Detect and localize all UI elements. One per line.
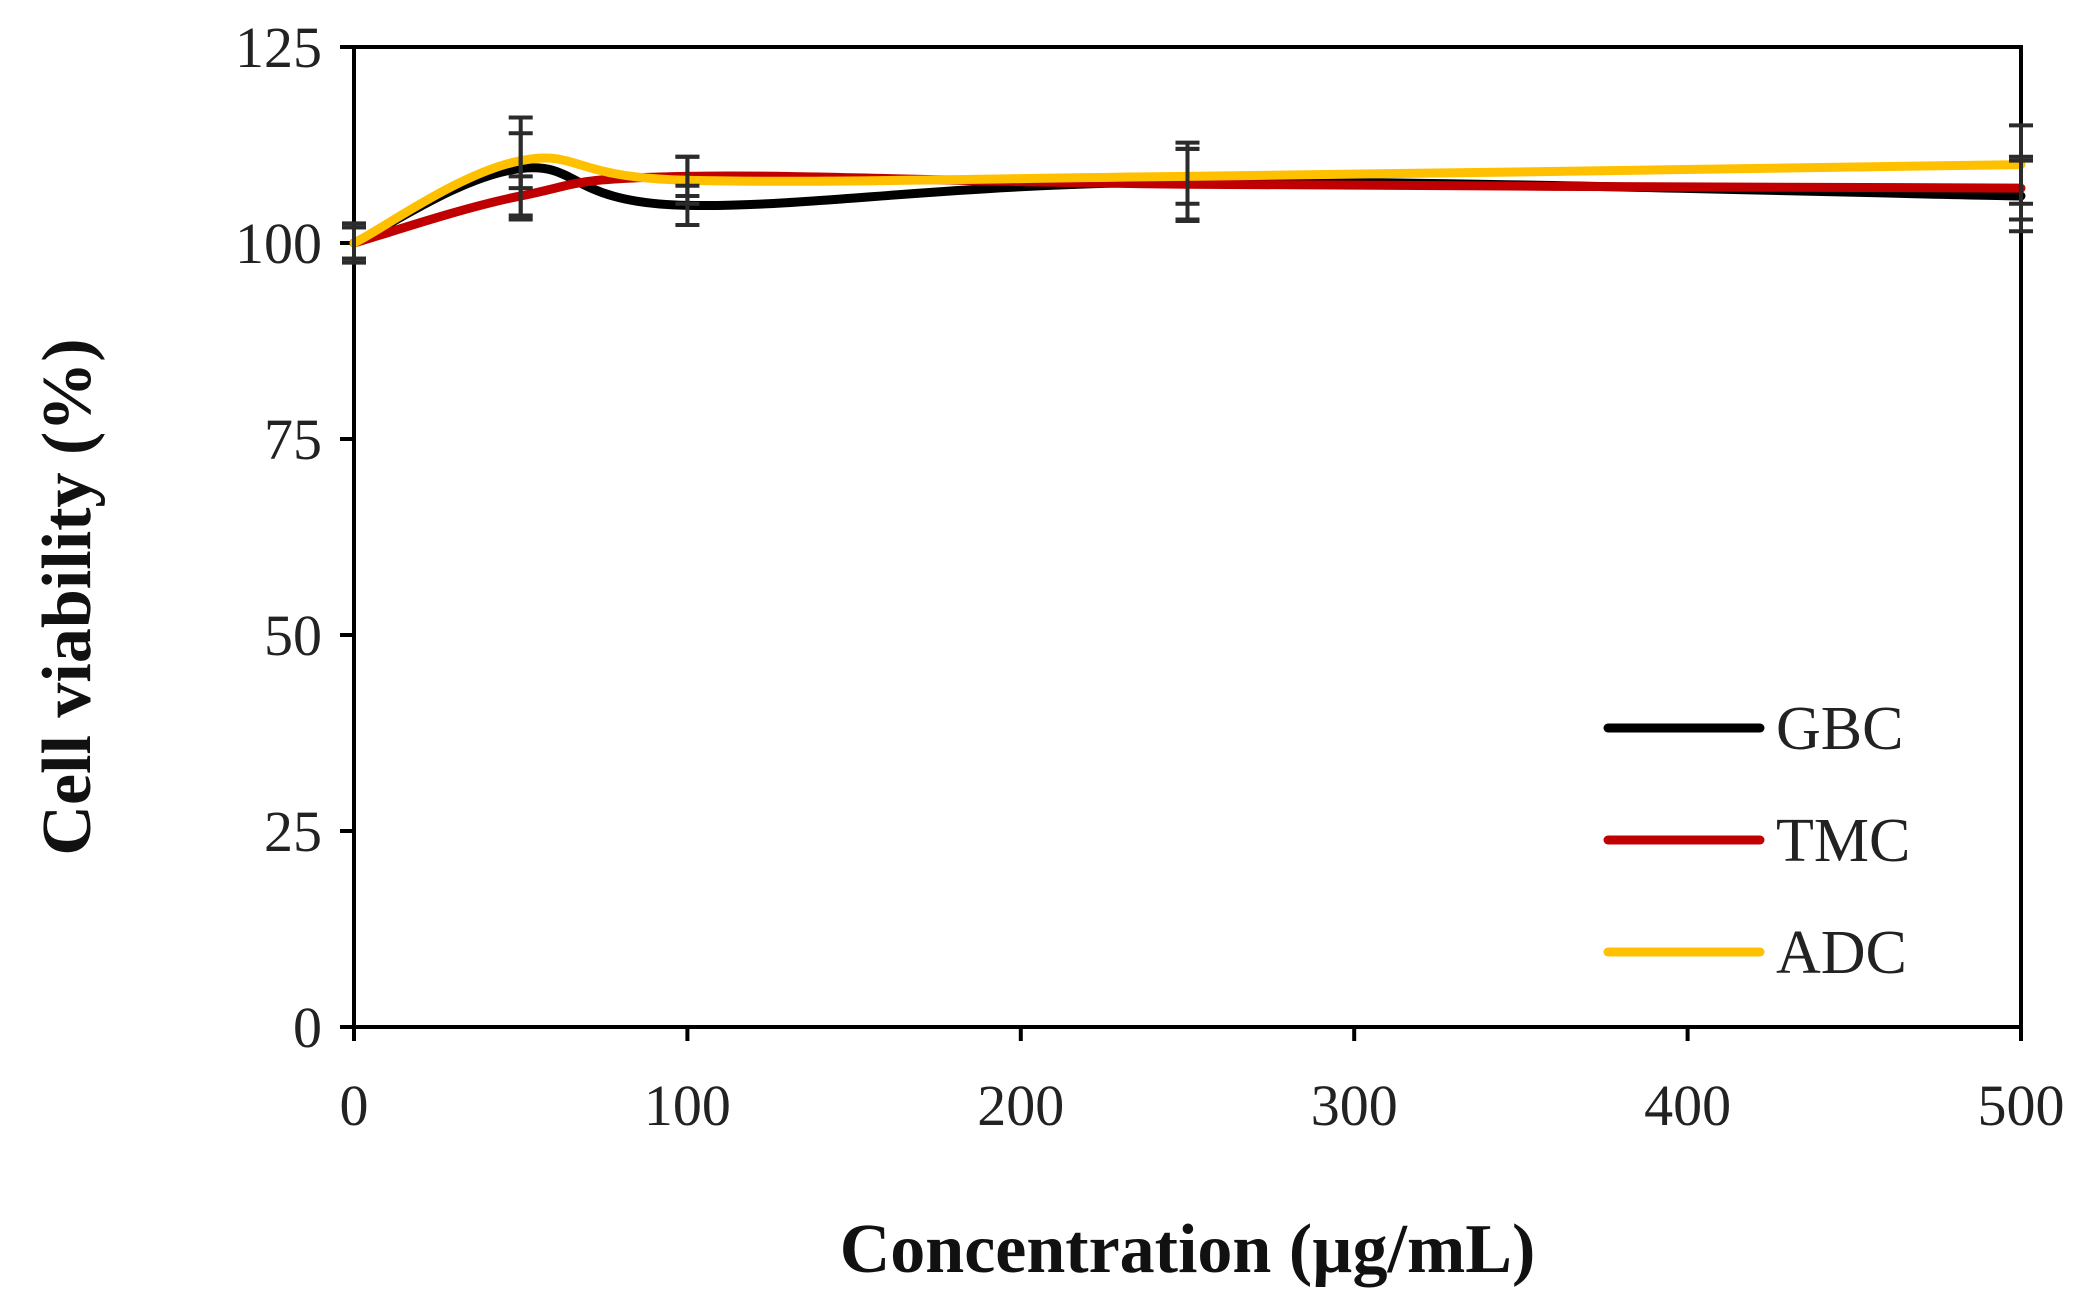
- legend: GBC TMC ADC: [1603, 695, 1910, 987]
- y-tick-label: 0: [293, 995, 322, 1060]
- error-bar-adc: [342, 225, 366, 261]
- x-axis-title: Concentration (µg/mL): [840, 1211, 1536, 1288]
- error-bar-adc: [508, 131, 533, 191]
- y-axis-title: Cell viability (%): [29, 338, 106, 855]
- x-tick-label: 300: [1311, 1073, 1398, 1138]
- error-bars: [342, 115, 2033, 265]
- legend-label-gbc: GBC: [1776, 695, 1903, 763]
- legend-label-tmc: TMC: [1776, 807, 1910, 875]
- legend-item-tmc: TMC: [1603, 807, 1910, 875]
- y-tick-label: 100: [235, 211, 322, 276]
- x-tick-label: 500: [1978, 1073, 2065, 1138]
- error-bar-adc: [675, 154, 700, 206]
- y-tick-label: 25: [264, 799, 322, 864]
- legend-item-adc: ADC: [1603, 919, 1907, 987]
- x-tick-label: 100: [644, 1073, 731, 1138]
- y-tick-label: 75: [264, 407, 322, 472]
- y-tick-label: 50: [264, 603, 322, 668]
- plot-area-frame: [352, 45, 2023, 1029]
- series-lines: [349, 153, 2026, 248]
- x-tick-label: 0: [340, 1073, 369, 1138]
- legend-label-adc: ADC: [1776, 919, 1907, 987]
- error-bar-adc: [2009, 123, 2033, 206]
- y-tick-label: 125: [235, 15, 322, 80]
- error-bar-adc: [1175, 146, 1200, 206]
- legend-item-gbc: GBC: [1603, 695, 1903, 763]
- x-tick-label: 400: [1644, 1073, 1731, 1138]
- y-axis-ticks: 0 25 50 75 100 125: [235, 15, 354, 1060]
- x-tick-label: 200: [977, 1073, 1064, 1138]
- series-line-adc: [349, 153, 2026, 248]
- x-axis-ticks: 0 100 200 300 400 500: [340, 1027, 2065, 1138]
